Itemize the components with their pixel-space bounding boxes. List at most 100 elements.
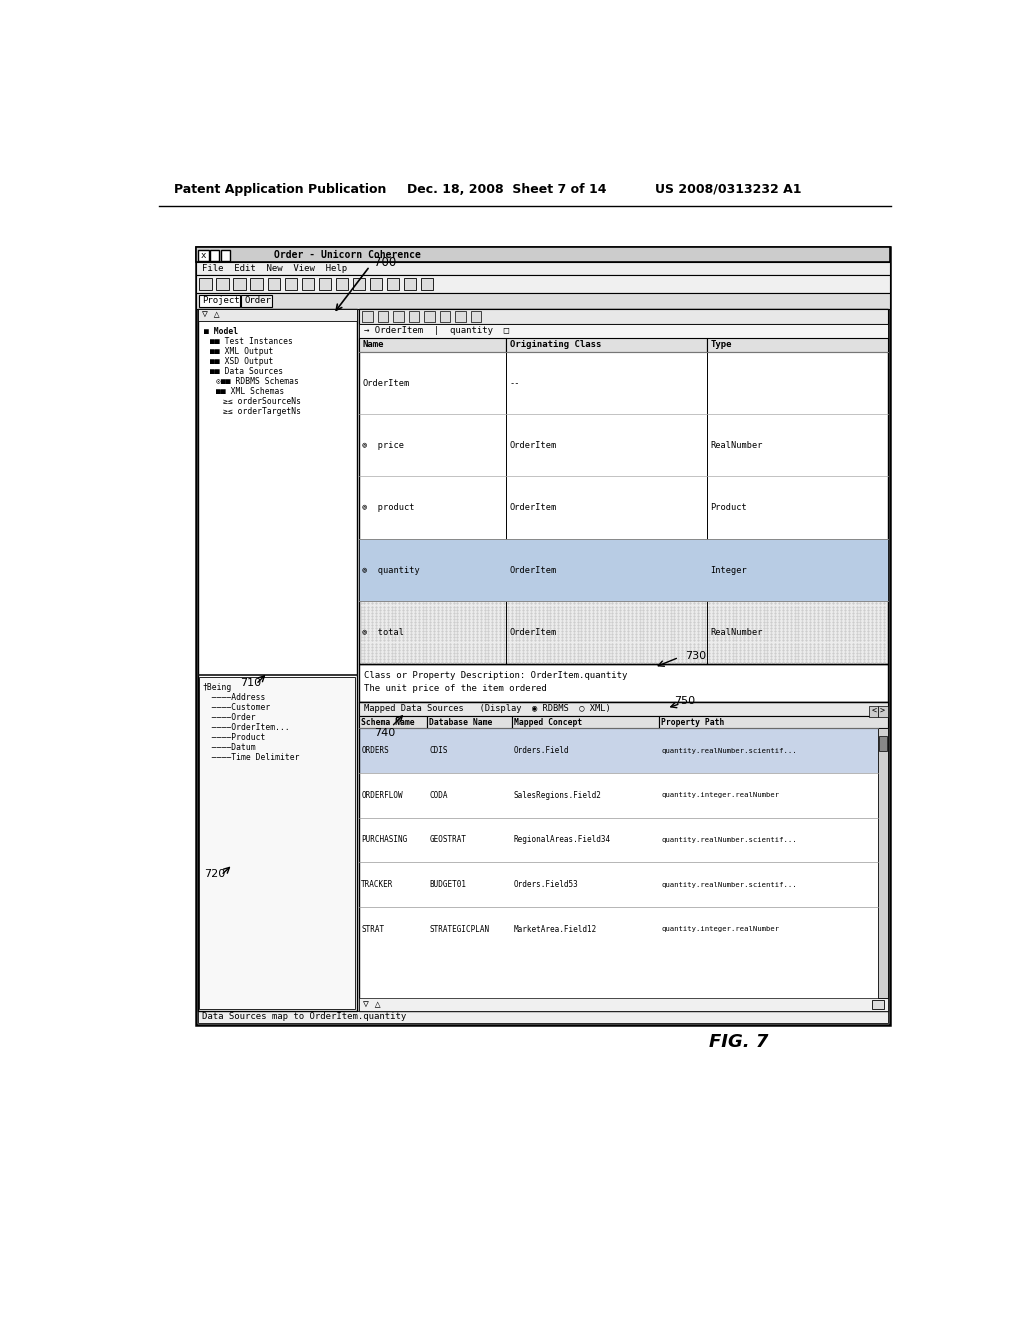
Text: Dec. 18, 2008  Sheet 7 of 14: Dec. 18, 2008 Sheet 7 of 14 <box>407 182 606 195</box>
Text: 740: 740 <box>375 727 395 738</box>
Text: ■■ XSD Output: ■■ XSD Output <box>210 358 273 366</box>
Bar <box>241 294 272 308</box>
Bar <box>658 715 888 729</box>
Text: ≥≤ orderTargetNs: ≥≤ orderTargetNs <box>222 408 301 416</box>
Bar <box>197 275 890 293</box>
Text: quantity.integer.realNumber: quantity.integer.realNumber <box>662 927 779 932</box>
Bar <box>370 277 382 290</box>
Bar <box>336 277 348 290</box>
Text: Project: Project <box>203 297 240 305</box>
Bar <box>359 702 888 715</box>
Text: ■■ XML Output: ■■ XML Output <box>210 347 273 356</box>
Text: Order: Order <box>245 297 271 305</box>
Bar <box>879 706 888 717</box>
Text: quantity.integer.realNumber: quantity.integer.realNumber <box>662 792 779 799</box>
Text: >: > <box>880 706 885 715</box>
Text: ■ Model: ■ Model <box>204 327 238 337</box>
Bar <box>471 312 481 322</box>
Text: ⊚  quantity: ⊚ quantity <box>362 566 420 574</box>
Text: OrderItem: OrderItem <box>509 628 557 638</box>
Text: SalesRegions.Field2: SalesRegions.Field2 <box>514 791 602 800</box>
Text: STRAT: STRAT <box>361 925 384 933</box>
Bar <box>198 309 356 321</box>
Bar <box>512 715 658 729</box>
Bar <box>879 729 888 998</box>
Bar <box>359 998 888 1011</box>
Text: Originating Class: Originating Class <box>510 341 601 350</box>
Bar <box>439 312 451 322</box>
Text: ⊚  product: ⊚ product <box>362 503 415 512</box>
Bar <box>197 247 890 1024</box>
Text: Data Sources map to OrderItem.quantity: Data Sources map to OrderItem.quantity <box>203 1012 407 1022</box>
Text: OrderItem: OrderItem <box>509 441 557 450</box>
Bar <box>455 312 466 322</box>
Bar <box>427 715 512 729</box>
Text: ▽ △: ▽ △ <box>362 999 381 1010</box>
Text: <: < <box>872 706 877 715</box>
Text: The unit price of the item ordered: The unit price of the item ordered <box>364 684 547 693</box>
Text: Type: Type <box>711 341 732 350</box>
Text: ––––Product: ––––Product <box>203 733 266 742</box>
Text: 700: 700 <box>375 256 396 269</box>
Text: ORDERS: ORDERS <box>361 746 389 755</box>
Bar <box>359 309 888 664</box>
Text: FIG. 7: FIG. 7 <box>710 1034 769 1051</box>
Bar <box>359 338 506 351</box>
Text: Patent Application Publication: Patent Application Publication <box>174 182 387 195</box>
Text: Schema Name: Schema Name <box>361 718 415 726</box>
Text: ⊚  total: ⊚ total <box>362 628 404 638</box>
Bar <box>200 294 240 308</box>
Bar <box>393 312 403 322</box>
Text: ––––Datum: ––––Datum <box>203 743 256 752</box>
Text: Mapped Concept: Mapped Concept <box>514 718 583 726</box>
Text: Product: Product <box>710 503 746 512</box>
Text: CDIS: CDIS <box>429 746 447 755</box>
Bar <box>421 277 433 290</box>
Bar <box>200 277 212 290</box>
Bar <box>285 277 297 290</box>
Bar <box>359 309 888 323</box>
Text: Name: Name <box>362 341 384 350</box>
Text: ––––OrderItem...: ––––OrderItem... <box>203 723 290 731</box>
Text: CODA: CODA <box>429 791 447 800</box>
Bar <box>359 323 888 338</box>
Bar <box>197 263 890 275</box>
Text: quantity.realNumber.scientif...: quantity.realNumber.scientif... <box>662 747 797 754</box>
Text: TRACKER: TRACKER <box>361 880 393 888</box>
Text: 720: 720 <box>204 869 225 879</box>
Bar <box>409 312 420 322</box>
Bar <box>872 1001 885 1010</box>
Text: GEOSTRAT: GEOSTRAT <box>429 836 467 845</box>
Bar <box>267 277 280 290</box>
Bar <box>378 312 388 322</box>
Bar <box>197 293 890 309</box>
Bar <box>424 312 435 322</box>
Text: RealNumber: RealNumber <box>710 441 763 450</box>
Bar <box>506 338 707 351</box>
Bar <box>216 277 228 290</box>
Text: Mapped Data Sources   (Display  ◉ RDBMS  ○ XML): Mapped Data Sources (Display ◉ RDBMS ○ X… <box>364 705 610 713</box>
Text: Orders.Field53: Orders.Field53 <box>514 880 579 888</box>
Text: MarketArea.Field12: MarketArea.Field12 <box>514 925 597 933</box>
Bar <box>359 539 888 601</box>
Bar <box>359 702 888 1011</box>
Bar <box>302 277 314 290</box>
Text: 750: 750 <box>675 696 695 706</box>
Text: ■■ Data Sources: ■■ Data Sources <box>210 367 284 376</box>
Bar <box>200 677 355 1010</box>
Text: ▽ △: ▽ △ <box>202 310 219 319</box>
Text: PURCHASING: PURCHASING <box>361 836 408 845</box>
Text: ––––Time Delimiter: ––––Time Delimiter <box>203 752 300 762</box>
Bar <box>359 664 888 702</box>
Text: 730: 730 <box>685 651 707 661</box>
Text: †Being: †Being <box>203 682 231 692</box>
Bar <box>197 247 890 263</box>
Text: Property Path: Property Path <box>662 718 725 726</box>
Bar <box>318 277 331 290</box>
Text: quantity.realNumber.scientif...: quantity.realNumber.scientif... <box>662 882 797 887</box>
Bar <box>359 601 888 664</box>
Bar <box>198 249 209 261</box>
Text: OrderItem: OrderItem <box>362 379 410 388</box>
Text: Order - Unicorn Coherence: Order - Unicorn Coherence <box>273 249 421 260</box>
Text: OrderItem: OrderItem <box>509 503 557 512</box>
